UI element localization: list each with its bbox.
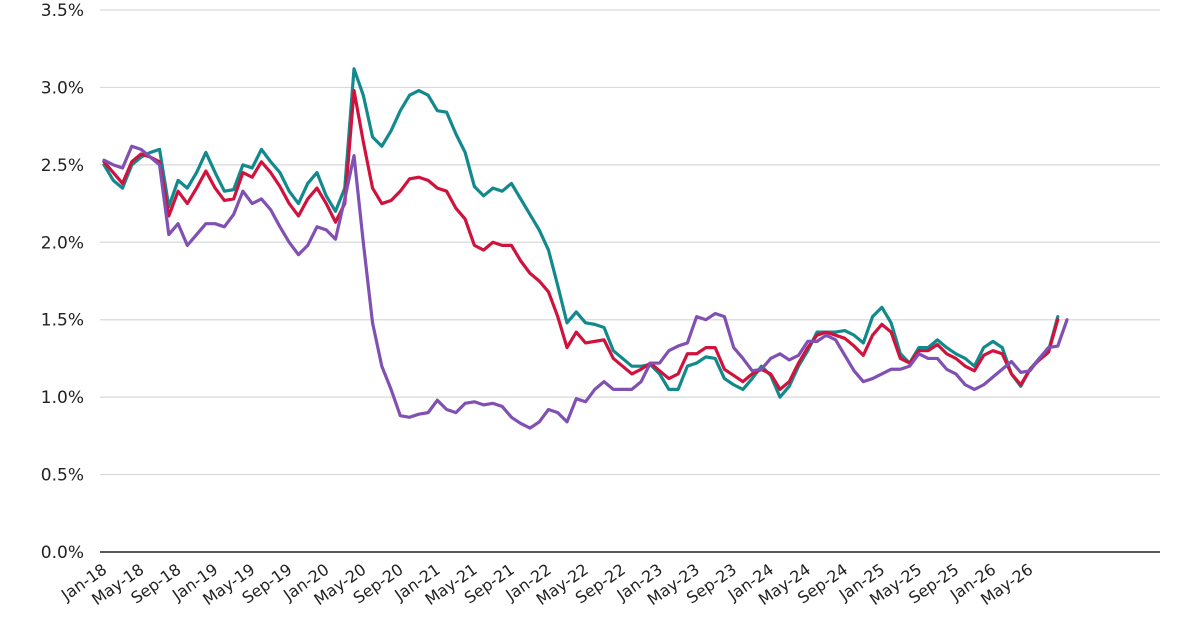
gridlines xyxy=(100,9,1160,476)
y-tick-label: 1.0% xyxy=(41,388,84,408)
y-tick-label: 3.0% xyxy=(41,78,84,98)
series-line-3 xyxy=(102,144,1069,430)
y-tick-label: 0.0% xyxy=(41,543,84,563)
series-lines xyxy=(102,67,1069,430)
y-tick-label: 2.0% xyxy=(41,233,84,253)
y-tick-label: 3.5% xyxy=(41,1,84,21)
x-axis-tick-labels: Jan-18May-18Sep-18Jan-19May-19Sep-19Jan-… xyxy=(57,560,1036,609)
y-tick-label: 2.5% xyxy=(41,156,84,176)
series-line-2 xyxy=(102,88,1060,391)
series-line-1 xyxy=(102,67,1060,399)
y-tick-label: 0.5% xyxy=(41,466,84,486)
y-tick-label: 1.5% xyxy=(41,311,84,331)
y-axis-tick-labels: 0.0% 0.5% 1.0% 1.5% 2.0% 2.5% 3.0% 3.5% xyxy=(41,1,84,563)
